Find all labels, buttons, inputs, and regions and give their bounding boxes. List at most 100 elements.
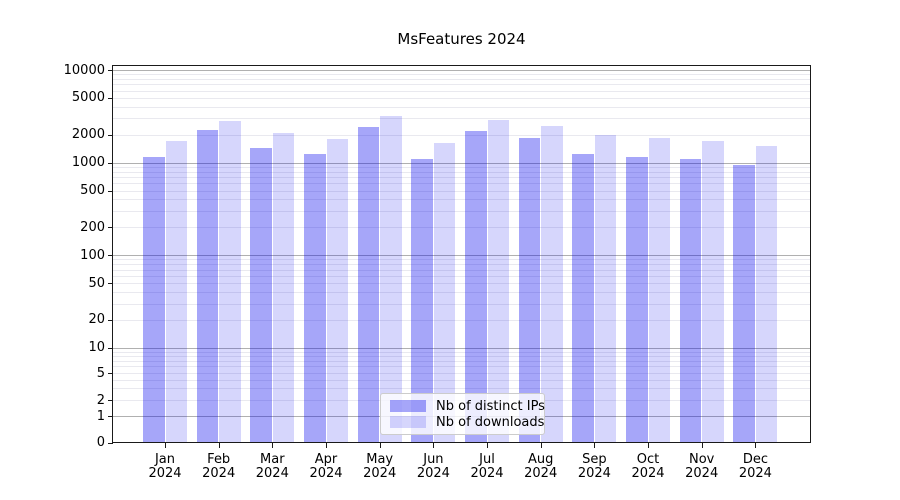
minor-gridline [113,171,810,173]
bar-distinct-ips-sep [572,153,594,442]
x-tick-label: Jul 2024 [455,453,519,481]
y-tick-label: 200 [80,219,105,235]
legend: Nb of distinct IPs Nb of downloads [380,393,545,435]
x-tick-year: 2024 [309,466,343,481]
bar-downloads-jul [487,119,509,442]
x-tick-month: Jul [479,452,495,467]
y-tick [108,227,113,229]
minor-gridline [113,303,810,305]
minor-gridline [113,388,810,390]
minor-gridline [113,319,810,321]
minor-gridline [113,373,810,374]
y-tick-label: 20 [88,312,105,328]
x-tick-month: Jun [423,452,444,467]
x-tick-year: 2024 [685,466,719,481]
y-tick-label: 10 [88,340,105,356]
x-tick-month: Aug [527,452,554,467]
minor-gridline [113,79,810,80]
x-tick-year: 2024 [577,466,611,481]
x-tick [379,443,381,448]
minor-gridline [113,355,810,357]
x-tick-month: May [366,452,394,467]
x-tick-label: Jun 2024 [401,453,465,481]
y-tick [108,70,113,71]
y-tick [108,97,113,99]
legend-swatch-distinct-ips [390,400,426,412]
minor-gridline [113,90,810,92]
x-tick [648,443,649,448]
x-tick [433,443,435,448]
bar-downloads-dec [755,146,778,442]
bar-distinct-ips-may [357,126,380,442]
bar-downloads-aug [541,125,563,442]
x-tick-label: Apr 2024 [294,453,358,481]
x-tick [165,443,166,448]
y-tick-label: 1000 [71,155,105,171]
bar-downloads-may [380,115,402,442]
bar-distinct-ips-jun [411,158,433,442]
x-tick-month: Apr [314,452,338,467]
y-tick [108,283,113,285]
y-tick-label: 100 [80,247,105,263]
x-tick-label: May 2024 [348,453,412,481]
bar-downloads-nov [702,141,724,442]
bar-downloads-jun [433,142,456,442]
y-tick [108,134,113,136]
bar-downloads-mar [272,132,295,442]
x-tick [755,443,757,448]
minor-gridline [113,199,810,201]
bar-distinct-ips-oct [626,157,648,442]
minor-gridline [113,379,810,381]
x-tick [218,443,220,448]
x-tick-label: Dec 2024 [723,453,787,481]
bar-distinct-ips-feb [196,130,219,442]
x-tick [594,443,596,448]
legend-label-distinct-ips: Nb of distinct IPs [436,398,545,414]
y-tick [108,416,113,417]
bar-downloads-sep [594,134,617,442]
minor-gridline [113,166,810,168]
x-tick-month: Feb [207,452,231,467]
chart-title: MsFeatures 2024 [397,30,526,48]
y-tick-label: 50 [88,275,105,291]
minor-gridline [113,211,810,212]
y-tick-label: 1 [96,408,105,424]
y-tick [108,442,113,444]
minor-gridline [113,351,810,353]
y-tick-label: 0 [96,435,105,451]
x-tick-year: 2024 [524,466,558,481]
major-gridline [113,162,810,164]
bar-distinct-ips-apr [304,153,326,442]
x-tick-year: 2024 [202,466,236,481]
y-tick-label: 2 [96,392,105,408]
minor-gridline [113,292,810,293]
minor-gridline [113,84,810,86]
bar-distinct-ips-jan [143,157,165,442]
bar-distinct-ips-jul [465,130,487,442]
minor-gridline [113,360,810,362]
y-tick [108,347,113,349]
minor-gridline [113,97,810,99]
x-tick [487,443,488,448]
minor-gridline [113,74,810,76]
x-tick-label: Oct 2024 [616,453,680,481]
x-tick-year: 2024 [470,466,504,481]
y-tick [108,373,113,374]
bar-distinct-ips-dec [733,164,755,442]
x-tick-month: Jan [154,452,176,467]
bar-distinct-ips-mar [250,147,272,442]
bar-downloads-oct [648,137,670,442]
x-tick [326,443,327,448]
y-tick [108,162,113,164]
plot-area: Nb of distinct IPs Nb of downloads [112,65,811,443]
x-tick-label: Feb 2024 [187,453,251,481]
x-tick-label: Jan 2024 [133,453,197,481]
bar-distinct-ips-nov [679,158,702,442]
minor-gridline [113,183,810,185]
x-tick-label: Aug 2024 [509,453,573,481]
major-gridline [113,70,810,71]
x-tick-year: 2024 [738,466,772,481]
bar-downloads-jan [165,141,187,442]
major-gridline [113,347,810,349]
